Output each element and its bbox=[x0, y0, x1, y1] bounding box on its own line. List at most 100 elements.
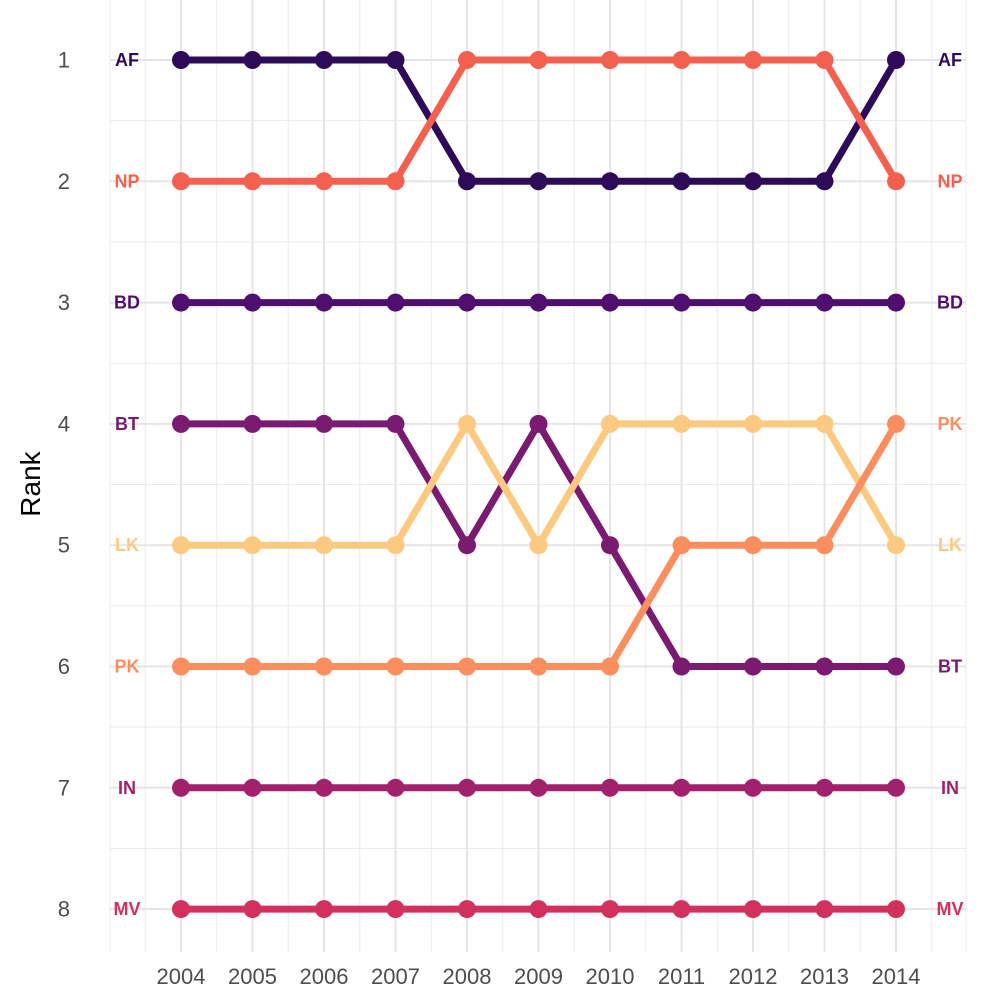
y-tick-label: 5 bbox=[58, 533, 70, 558]
point-in-2008 bbox=[458, 778, 476, 797]
point-bd-2005 bbox=[243, 293, 262, 312]
x-tick-label: 2007 bbox=[371, 964, 420, 989]
point-pk-2006 bbox=[315, 657, 333, 676]
point-lk-2008 bbox=[458, 414, 476, 433]
point-bt-2005 bbox=[243, 414, 262, 433]
end-labels: AF AF NP NP BD BD BT BT LK LK PK PK IN IN MV MV bbox=[114, 50, 964, 919]
label-end-in: IN bbox=[941, 778, 959, 798]
point-np-2006 bbox=[315, 172, 333, 191]
point-pk-2011 bbox=[672, 536, 691, 555]
point-bd-2012 bbox=[744, 293, 762, 312]
point-lk-2004 bbox=[172, 536, 190, 555]
point-bt-2007 bbox=[386, 414, 405, 433]
point-mv-2005 bbox=[243, 900, 262, 919]
point-lk-2012 bbox=[744, 414, 762, 433]
point-lk-2014 bbox=[887, 536, 905, 555]
point-af-2007 bbox=[386, 51, 405, 69]
x-tick-label: 2014 bbox=[872, 964, 921, 989]
point-mv-2010 bbox=[601, 900, 619, 919]
point-af-2009 bbox=[529, 172, 548, 191]
point-bd-2009 bbox=[529, 293, 548, 312]
point-bd-2007 bbox=[386, 293, 405, 312]
point-in-2007 bbox=[386, 778, 405, 797]
point-in-2006 bbox=[315, 778, 333, 797]
point-in-2010 bbox=[601, 778, 619, 797]
point-np-2009 bbox=[529, 51, 548, 69]
point-pk-2010 bbox=[601, 657, 619, 676]
point-mv-2007 bbox=[386, 900, 405, 919]
point-pk-2007 bbox=[386, 657, 405, 676]
point-bd-2010 bbox=[601, 293, 619, 312]
point-lk-2007 bbox=[386, 536, 405, 555]
y-tick-label: 4 bbox=[58, 411, 70, 436]
point-mv-2011 bbox=[672, 900, 691, 919]
y-tick-label: 2 bbox=[58, 169, 70, 194]
point-af-2014 bbox=[887, 51, 905, 69]
point-mv-2013 bbox=[815, 900, 834, 919]
point-bd-2004 bbox=[172, 293, 190, 312]
point-pk-2004 bbox=[172, 657, 190, 676]
label-start-af: AF bbox=[115, 50, 139, 70]
y-tick-label: 8 bbox=[58, 897, 70, 922]
y-tick-label: 7 bbox=[58, 775, 70, 800]
point-bt-2012 bbox=[744, 657, 762, 676]
x-axis-ticks: 2004 2005 2006 2007 2008 2009 2010 2011 2012 2013… bbox=[157, 964, 921, 989]
label-end-af: AF bbox=[938, 50, 962, 70]
point-np-2012 bbox=[744, 51, 762, 69]
point-mv-2008 bbox=[458, 900, 476, 919]
point-in-2009 bbox=[529, 778, 548, 797]
series-points bbox=[172, 51, 905, 919]
x-tick-label: 2004 bbox=[157, 964, 206, 989]
point-lk-2013 bbox=[815, 414, 834, 433]
x-tick-label: 2009 bbox=[514, 964, 563, 989]
label-end-pk: PK bbox=[937, 414, 962, 434]
point-bt-2014 bbox=[887, 657, 905, 676]
y-axis-title: Rank bbox=[15, 450, 46, 516]
point-np-2004 bbox=[172, 172, 190, 191]
x-tick-label: 2005 bbox=[228, 964, 277, 989]
label-end-bt: BT bbox=[938, 657, 962, 677]
label-start-lk: LK bbox=[115, 535, 139, 555]
point-in-2014 bbox=[887, 778, 905, 797]
point-bt-2013 bbox=[815, 657, 834, 676]
point-bd-2011 bbox=[672, 293, 691, 312]
point-np-2013 bbox=[815, 51, 834, 69]
point-mv-2012 bbox=[744, 900, 762, 919]
x-tick-label: 2012 bbox=[729, 964, 778, 989]
point-af-2004 bbox=[172, 51, 190, 69]
point-af-2012 bbox=[744, 172, 762, 191]
y-tick-label: 3 bbox=[58, 290, 70, 315]
point-bt-2006 bbox=[315, 414, 333, 433]
label-end-mv: MV bbox=[937, 899, 964, 919]
x-tick-label: 2010 bbox=[586, 964, 635, 989]
point-pk-2008 bbox=[458, 657, 476, 676]
y-tick-label: 1 bbox=[58, 48, 70, 73]
point-in-2012 bbox=[744, 778, 762, 797]
y-tick-label: 6 bbox=[58, 654, 70, 679]
label-start-pk: PK bbox=[114, 657, 139, 677]
point-np-2014 bbox=[887, 172, 905, 191]
label-start-in: IN bbox=[118, 778, 136, 798]
point-bt-2009 bbox=[529, 414, 548, 433]
point-in-2013 bbox=[815, 778, 834, 797]
point-mv-2014 bbox=[887, 900, 905, 919]
point-bt-2011 bbox=[672, 657, 691, 676]
point-in-2011 bbox=[672, 778, 691, 797]
point-bd-2014 bbox=[887, 293, 905, 312]
point-np-2011 bbox=[672, 51, 691, 69]
point-lk-2005 bbox=[243, 536, 262, 555]
point-af-2005 bbox=[243, 51, 262, 69]
point-pk-2013 bbox=[815, 536, 834, 555]
point-bt-2008 bbox=[458, 536, 476, 555]
label-end-np: NP bbox=[937, 171, 962, 191]
point-lk-2010 bbox=[601, 414, 619, 433]
x-tick-label: 2006 bbox=[300, 964, 349, 989]
label-start-bd: BD bbox=[114, 293, 140, 313]
label-end-bd: BD bbox=[937, 293, 963, 313]
grid bbox=[109, 0, 967, 952]
point-mv-2006 bbox=[315, 900, 333, 919]
point-np-2008 bbox=[458, 51, 476, 69]
point-af-2010 bbox=[601, 172, 619, 191]
point-pk-2009 bbox=[529, 657, 548, 676]
